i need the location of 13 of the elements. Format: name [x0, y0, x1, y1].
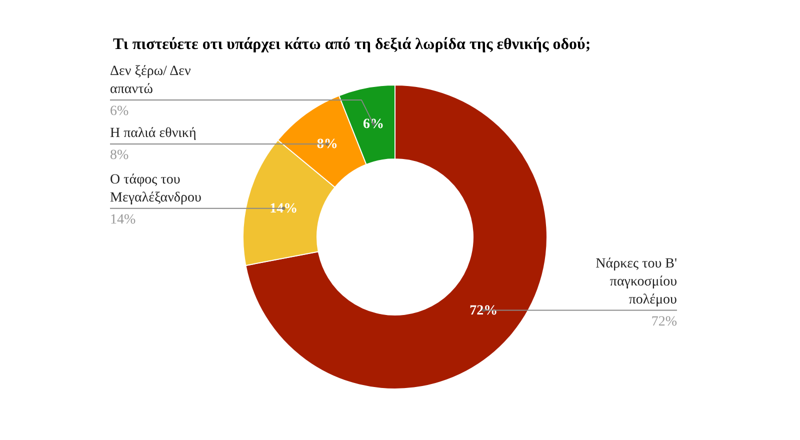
- text: 8%: [110, 148, 129, 163]
- text: 6%: [110, 104, 129, 119]
- data-label: 14%: [270, 201, 298, 216]
- slice-label: Νάρκες του Β' παγκοσμίου πολέμου: [596, 256, 678, 308]
- data-label: 6%: [362, 117, 384, 132]
- slice-label: Η παλιά εθνική: [110, 126, 196, 141]
- chart-title: Τι πιστεύετε οτι υπάρχει κάτω από τη δεξιά λωρίδα της εθνικής οδού;: [113, 36, 591, 53]
- slice-label: Ο τάφος του Μεγαλέξανδρου: [110, 172, 202, 206]
- donut-slice: [245, 84, 548, 390]
- text: 14%: [110, 212, 136, 228]
- text: 72%: [651, 314, 677, 330]
- data-label: 72%: [470, 303, 498, 318]
- slice-label: Δεν ξέρω/ Δεν απαντώ: [110, 64, 191, 97]
